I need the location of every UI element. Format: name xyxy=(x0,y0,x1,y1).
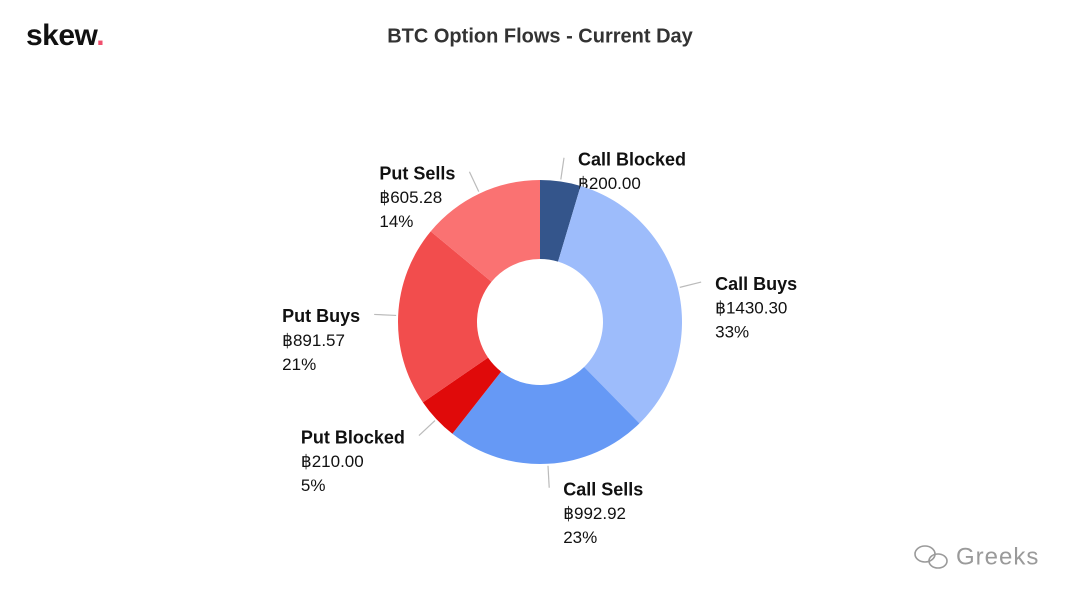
label-name: Put Buys xyxy=(282,306,360,326)
data-label: Put Sells ฿605.28 14% xyxy=(379,164,455,232)
leader-line xyxy=(468,171,480,192)
slice xyxy=(452,366,640,464)
label-percent: 33% xyxy=(715,323,749,342)
label-value: ฿210.00 xyxy=(301,452,364,471)
slice xyxy=(558,185,683,424)
label-name: Call Sells xyxy=(563,479,643,499)
label-percent: 14% xyxy=(379,212,413,231)
leader-line xyxy=(560,157,565,180)
logo-dot: . xyxy=(96,19,104,52)
label-name: Put Blocked xyxy=(301,427,405,447)
logo: skew. xyxy=(26,19,104,52)
watermark: Greeks xyxy=(956,543,1039,570)
label-name: Put Sells xyxy=(379,164,455,184)
data-label: Call Sells ฿992.92 23% xyxy=(563,479,643,547)
label-percent: 23% xyxy=(563,528,597,547)
label-value: ฿1430.30 xyxy=(715,299,787,318)
label-percent: 5% xyxy=(301,476,326,495)
label-value: ฿891.57 xyxy=(282,331,345,350)
watermark-icon xyxy=(914,545,948,569)
slice xyxy=(397,231,492,403)
chart-title: BTC Option Flows - Current Day xyxy=(387,25,693,47)
slice xyxy=(430,180,540,282)
leader-line xyxy=(679,281,702,288)
leader-line xyxy=(547,465,550,488)
leader-line xyxy=(418,420,436,437)
label-value: ฿200.00 xyxy=(578,174,641,193)
data-label: Call Buys ฿1430.30 33% xyxy=(715,274,797,342)
leader-line xyxy=(374,313,397,317)
slice xyxy=(540,180,581,262)
label-name: Call Buys xyxy=(715,274,797,294)
label-value: ฿992.92 xyxy=(563,504,626,523)
label-value: ฿605.28 xyxy=(379,188,442,207)
logo-text: skew xyxy=(26,19,99,52)
data-label: Put Buys ฿891.57 21% xyxy=(282,306,360,374)
label-percent: 21% xyxy=(282,355,316,374)
data-label: Put Blocked ฿210.00 5% xyxy=(301,427,405,495)
slice xyxy=(422,357,502,434)
label-name: Call Blocked xyxy=(578,149,686,169)
